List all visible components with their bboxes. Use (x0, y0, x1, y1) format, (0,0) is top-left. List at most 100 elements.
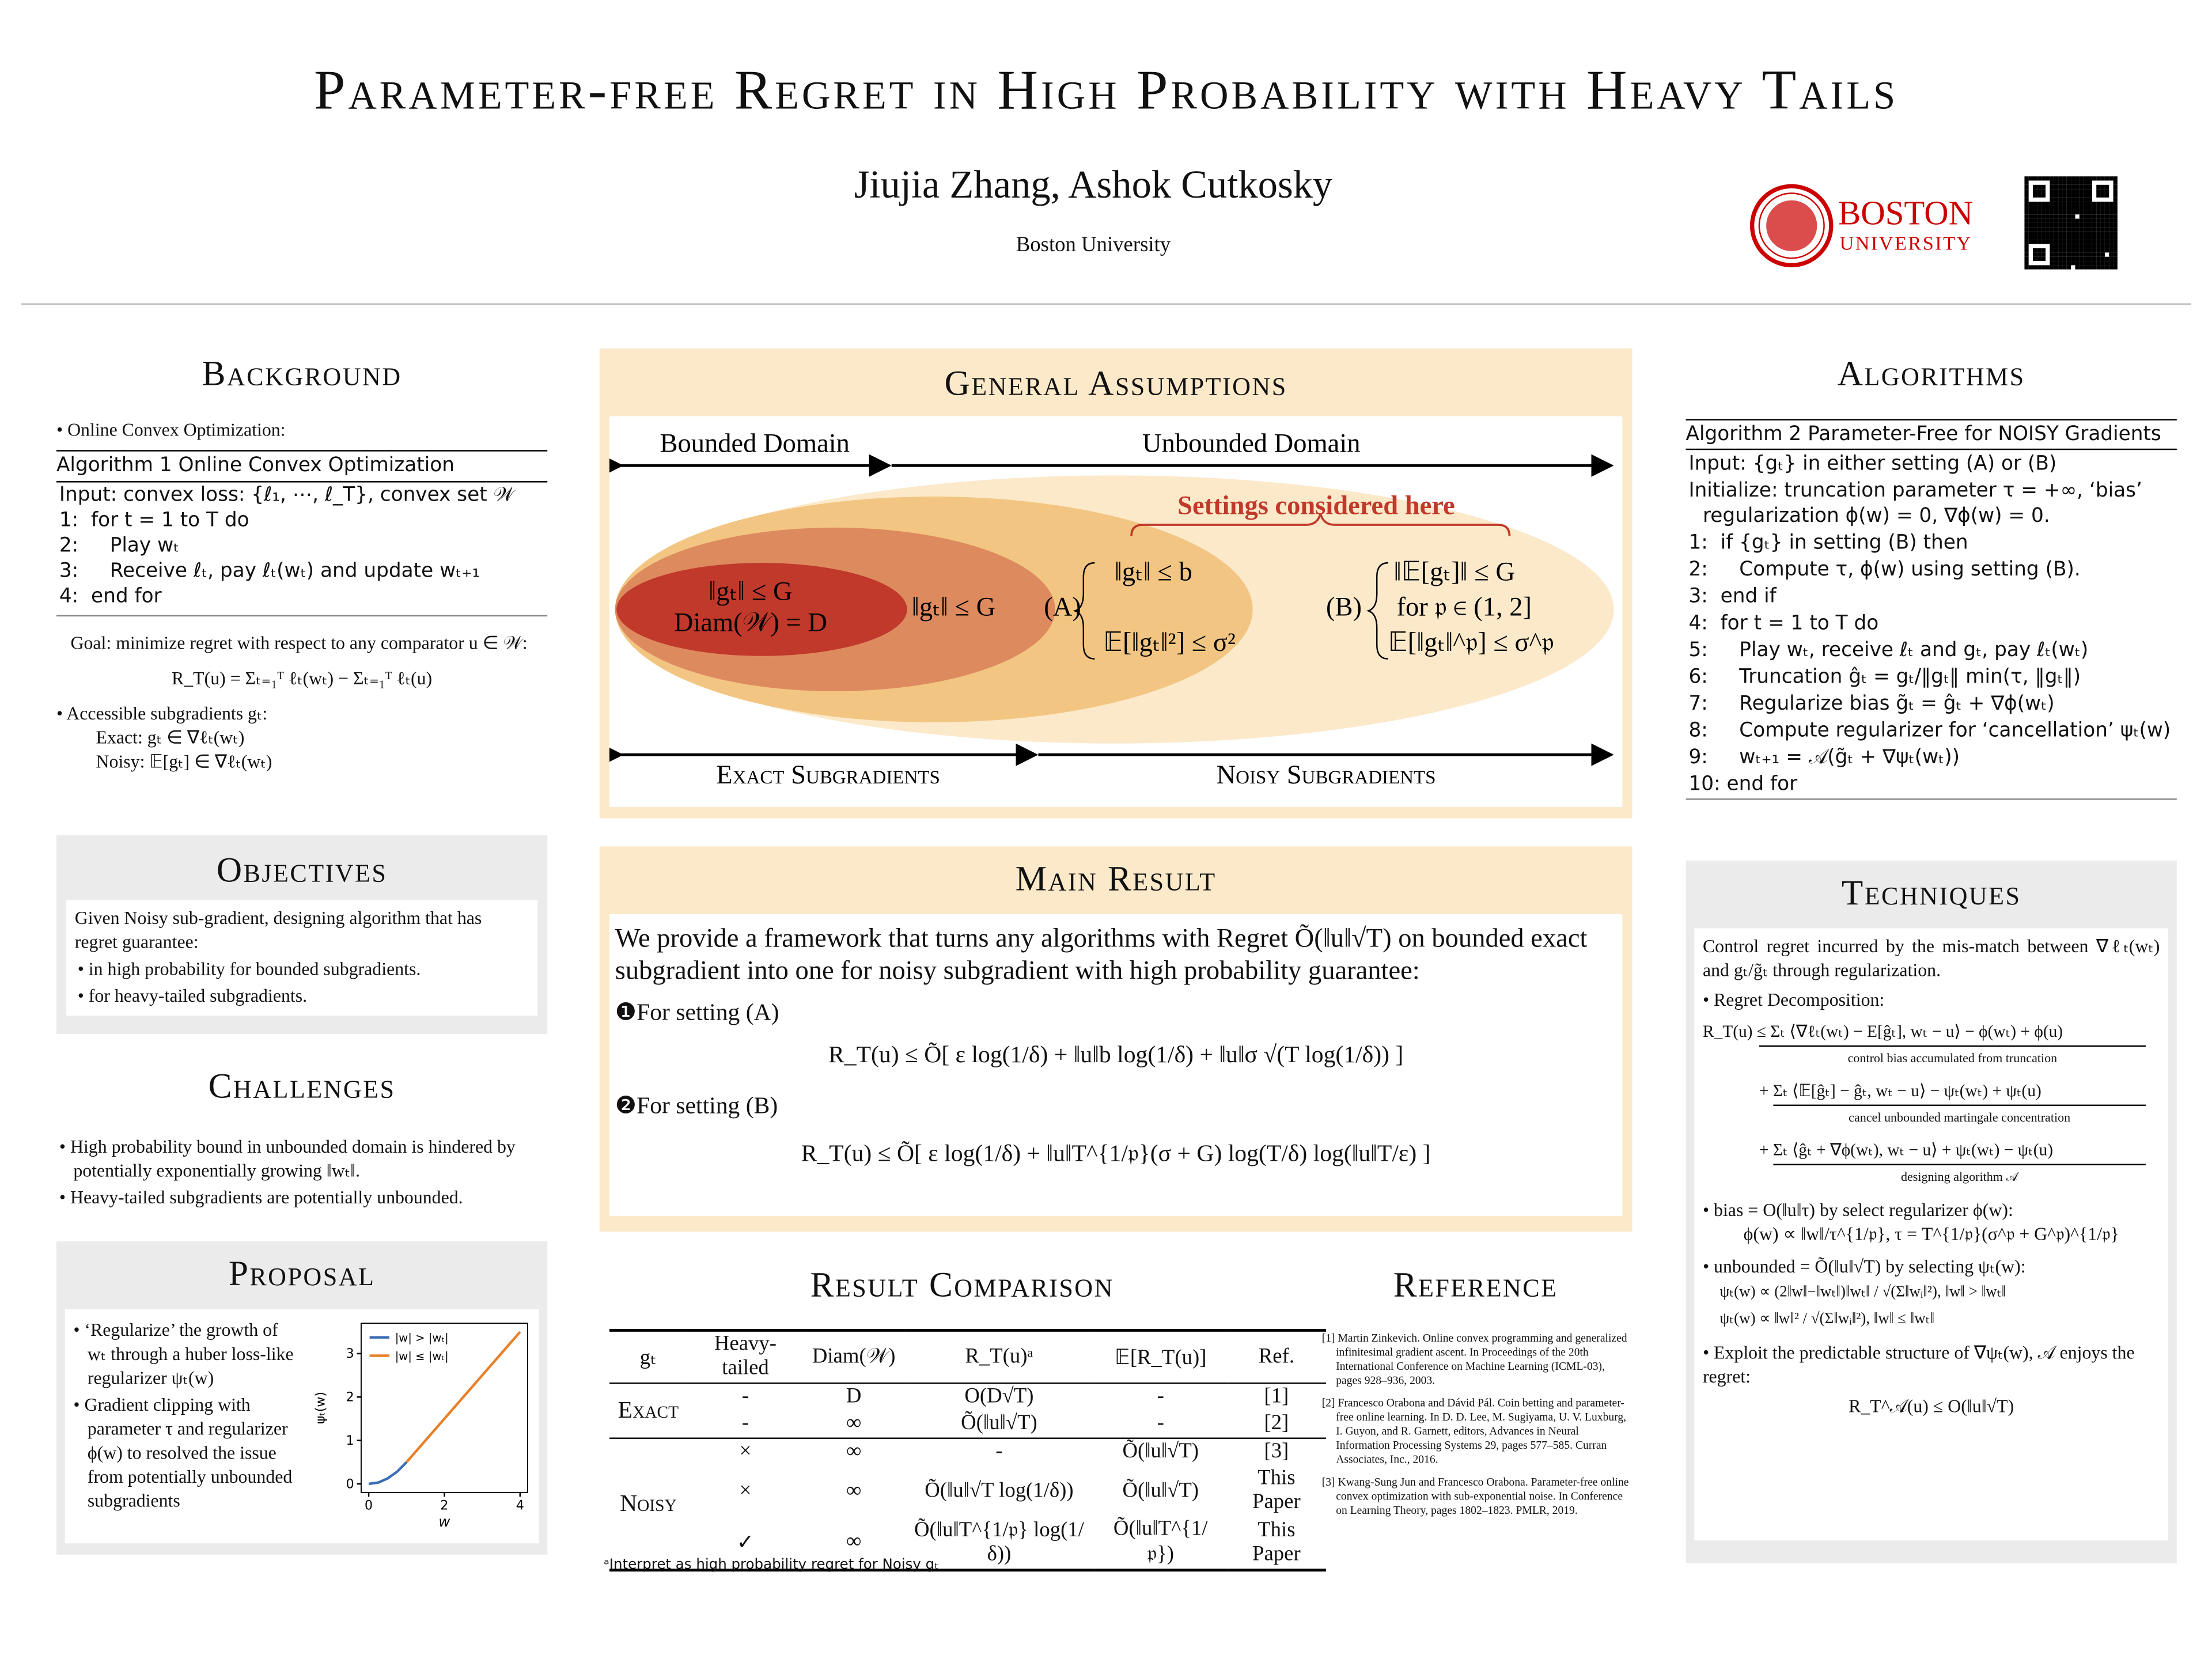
qr-cell (2113, 231, 2118, 236)
x-axis-label: w (438, 1513, 450, 1530)
qr-cell (2058, 184, 2063, 190)
qr-cell (2113, 197, 2118, 202)
qr-cell (2033, 235, 2037, 240)
qr-cell (2041, 176, 2046, 181)
qr-cell (2041, 222, 2046, 228)
qr-cell (2058, 265, 2063, 270)
qr-cell (2088, 261, 2092, 266)
bullet: • ‘Regularize’ the growth of wₜ through … (73, 1319, 294, 1388)
qr-cell (2041, 210, 2046, 215)
qr-cell (2071, 235, 2075, 240)
qr-cell (2084, 202, 2088, 206)
qr-cell (2050, 231, 2054, 236)
qr-cell (2088, 214, 2092, 219)
qr-cell (2066, 244, 2071, 249)
qr-cell (2109, 261, 2113, 266)
qr-cell (2096, 214, 2101, 219)
qr-cell (2028, 206, 2033, 210)
qr-cell (2075, 210, 2080, 215)
table-cell: ✓ (736, 1532, 755, 1555)
qr-cell (2088, 210, 2092, 215)
qr-cell (2109, 248, 2113, 253)
qr-cell (2096, 248, 2101, 253)
algorithm-line: 7: Regularize bias g̃ₜ = ĝₜ + ∇ϕ(wₜ) (1688, 692, 2055, 715)
table-cell: This Paper (1252, 1518, 1301, 1566)
qr-cell (2092, 210, 2097, 215)
label: Noisy Subgradients (1217, 760, 1436, 790)
qr-cell (2075, 256, 2080, 262)
qr-cell (2050, 184, 2054, 190)
qr-cell (2079, 227, 2084, 232)
logo-seal (1749, 184, 1834, 268)
qr-cell (2100, 222, 2105, 228)
algorithm-2: Algorithm 2 Parameter-Free for NOISY Gra… (1685, 419, 2177, 800)
qr-cell (2113, 193, 2118, 198)
qr-cell (2075, 248, 2080, 253)
qr-cell (2066, 206, 2071, 210)
qr-cell (2054, 193, 2059, 198)
qr-cell (2024, 261, 2029, 266)
qr-cell (2062, 218, 2067, 223)
section-heading: Main Result (1015, 860, 1217, 899)
qr-cell (2050, 222, 2054, 228)
qr-cell (2041, 248, 2046, 253)
qr-cell (2033, 218, 2037, 223)
qr-cell (2071, 218, 2075, 223)
qr-cell (2104, 176, 2109, 181)
qr-cell (2100, 265, 2105, 270)
section-heading: Result Comparison (810, 1267, 1114, 1305)
qr-cell (2041, 184, 2046, 190)
qr-cell (2113, 189, 2118, 194)
qr-cell (2096, 222, 2101, 228)
bullet: • Heavy-tailed subgradients are potentia… (59, 1186, 463, 1208)
table-cell: ∞ (846, 1531, 862, 1554)
line (368, 1461, 408, 1486)
qr-cell (2092, 218, 2097, 223)
qr-cell (2109, 240, 2113, 244)
qr-cell (2041, 265, 2046, 270)
qr-cell (2054, 235, 2059, 240)
algorithm-line: Initialize: truncation parameter τ = +∞,… (1688, 479, 2149, 528)
qr-cell (2066, 235, 2071, 240)
table-row: ✓ ∞ Õ(‖u‖T^{1/𝔭} log(1/δ)) Õ(‖u‖T^{1/𝔭}) Thi… (609, 1517, 1326, 1570)
text: Control regret incurred by the mis-match… (1702, 935, 2160, 981)
table-cell: Õ(‖u‖√T) (961, 1412, 1037, 1435)
qr-cell (2058, 222, 2063, 228)
text: Given Noisy sub-gradient, designing algo… (74, 907, 482, 953)
qr-cell (2033, 231, 2037, 236)
qr-cell (2054, 210, 2059, 215)
logo-word: UNIVERSITY (1839, 234, 1972, 256)
reference: [2] Francesco Orabona and Dávid Pál. Coi… (1321, 1396, 1627, 1466)
qr-cell (2109, 214, 2113, 219)
qr-cell (2079, 252, 2084, 257)
qr-cell (2088, 235, 2092, 240)
qr-cell (2084, 222, 2088, 228)
qr-cell (2062, 180, 2067, 185)
qr-cell (2037, 227, 2041, 232)
qr-cell (2088, 222, 2092, 228)
qr-cell (2092, 256, 2097, 262)
qr-cell (2100, 256, 2105, 262)
qr-cell (2104, 235, 2109, 240)
qr-cell (2058, 189, 2063, 194)
qr-cell (2084, 214, 2088, 219)
qr-cell (2092, 222, 2097, 228)
label: (A) (1044, 593, 1081, 622)
qr-cell (2075, 231, 2080, 236)
bullet: • unbounded = Õ(‖u‖√T) by selecting ψₜ(w… (1702, 1255, 2026, 1277)
qr-cell (2033, 184, 2037, 190)
qr-cell (2071, 261, 2075, 266)
qr-cell (2092, 176, 2097, 181)
qr-cell (2028, 210, 2033, 215)
qr-cell (2046, 176, 2050, 181)
table-cell: - (1157, 1385, 1164, 1408)
qr-cell (2033, 227, 2037, 232)
qr-cell (2113, 256, 2118, 262)
qr-cell (2024, 180, 2029, 185)
techniques-box: Techniques Control regret incurred by th… (1685, 860, 2177, 1563)
qr-cell (2037, 256, 2041, 262)
qr-cell (2050, 210, 2054, 215)
qr-cell (2079, 244, 2084, 249)
qr-cell (2109, 265, 2113, 270)
qr-cell (2104, 227, 2109, 232)
